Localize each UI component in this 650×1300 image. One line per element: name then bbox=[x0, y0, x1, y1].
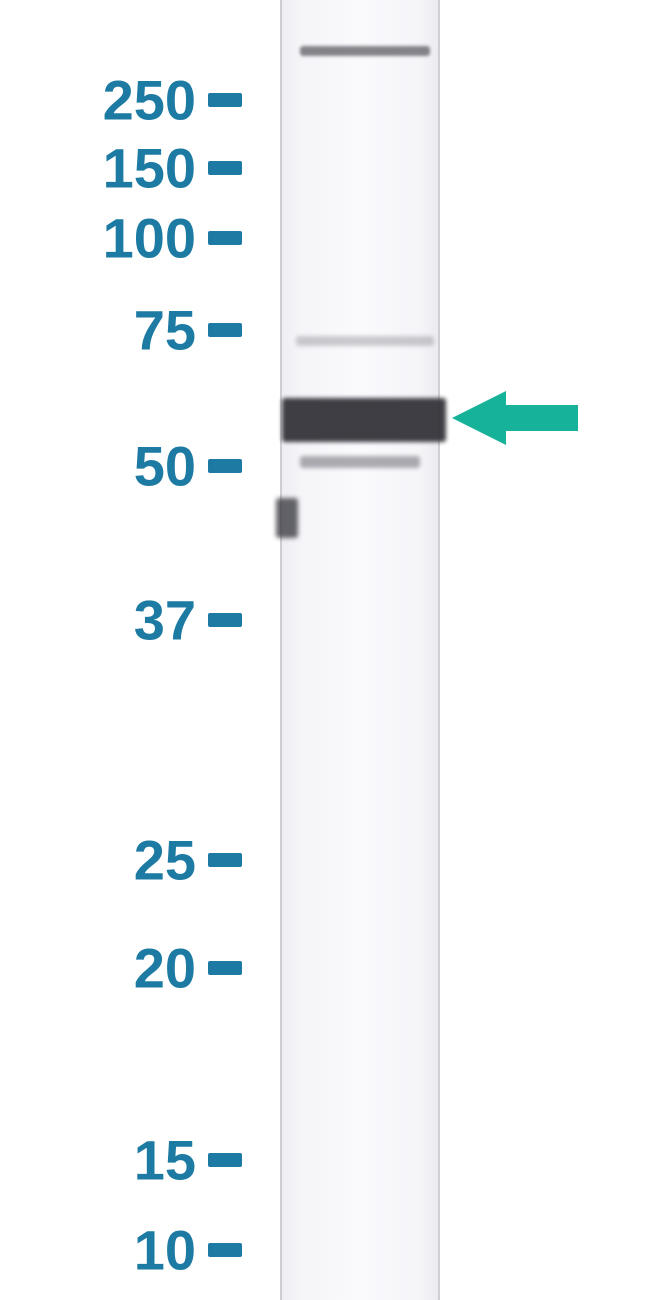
mw-label-37: 37 bbox=[134, 588, 196, 653]
mw-tick-15 bbox=[208, 1153, 242, 1167]
target-band-arrow bbox=[452, 391, 578, 445]
mw-tick-150 bbox=[208, 161, 242, 175]
mw-label-250: 250 bbox=[103, 68, 196, 133]
top-nonspecific-band bbox=[300, 46, 430, 56]
mw-label-15: 15 bbox=[134, 1128, 196, 1193]
mw-label-75: 75 bbox=[134, 298, 196, 363]
western-blot-figure: 250150100 75 50 37 25 20 15 10 bbox=[0, 0, 650, 1300]
mw-tick-100 bbox=[208, 231, 242, 245]
mw-tick-250 bbox=[208, 93, 242, 107]
mw-tick-50 bbox=[208, 459, 242, 473]
gel-lane bbox=[280, 0, 440, 1300]
mw-tick-20 bbox=[208, 961, 242, 975]
mw-label-100: 100 bbox=[103, 206, 196, 271]
target-band bbox=[282, 398, 446, 442]
mw-tick-37 bbox=[208, 613, 242, 627]
arrow-stem bbox=[506, 405, 578, 431]
mw-label-25: 25 bbox=[134, 828, 196, 893]
left-edge-smudge bbox=[276, 498, 298, 538]
mw-label-20: 20 bbox=[134, 936, 196, 1001]
mw-tick-75 bbox=[208, 323, 242, 337]
mw-tick-10 bbox=[208, 1243, 242, 1257]
arrow-head-icon bbox=[452, 391, 506, 445]
faint-75kda-band bbox=[296, 336, 434, 346]
mw-label-10: 10 bbox=[134, 1218, 196, 1283]
mw-label-150: 150 bbox=[103, 136, 196, 201]
mw-label-50: 50 bbox=[134, 434, 196, 499]
sub-target-band bbox=[300, 456, 420, 468]
mw-tick-25 bbox=[208, 853, 242, 867]
